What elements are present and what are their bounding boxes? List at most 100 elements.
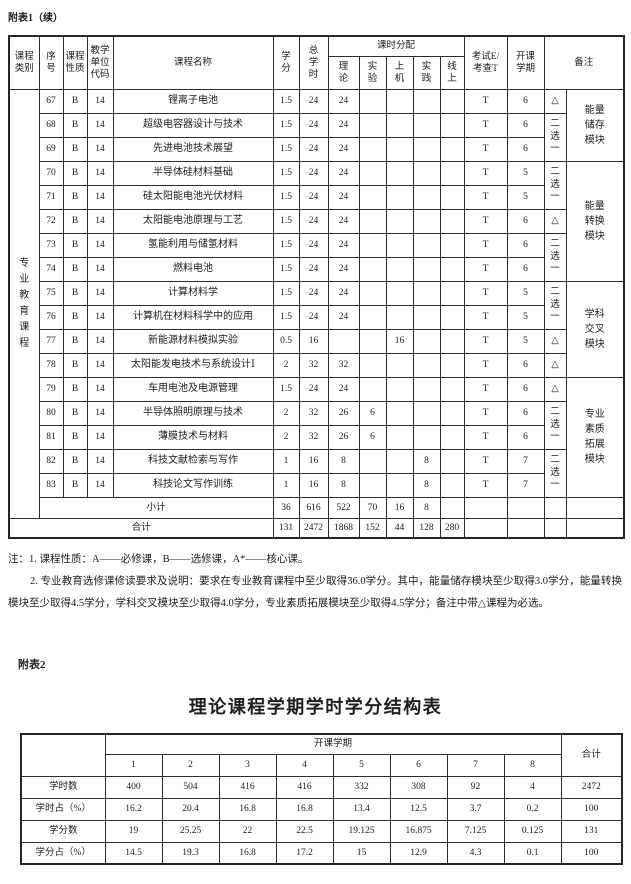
unit-code-cell: 14 <box>86 352 114 378</box>
exam-type-cell: T <box>463 424 508 450</box>
value-cell: 12.5 <box>389 797 448 821</box>
exp-hours-cell <box>358 208 387 234</box>
practice-hours-cell <box>412 160 441 186</box>
table2-header: 开课学期 合计 1 2 3 4 5 6 7 8 <box>20 733 623 777</box>
remark-mark-cell: 二 选 一 <box>543 160 567 210</box>
value-cell: 16.2 <box>104 797 163 821</box>
online-hours-cell <box>439 256 465 282</box>
credits-cell: 1.5 <box>272 304 300 330</box>
exam-type-cell: T <box>463 232 508 258</box>
table-row: 学时占（%） 16.2 20.4 16.8 16.8 13.4 12.5 3.7… <box>20 797 623 821</box>
semester-number: 1 <box>104 753 163 777</box>
theory-hours-cell: 24 <box>327 304 360 330</box>
practice-hours-cell <box>412 184 441 210</box>
seq-cell: 79 <box>38 376 64 402</box>
practice-hours-cell: 8 <box>412 496 441 519</box>
online-hours-cell: 280 <box>439 517 465 539</box>
value-cell: 308 <box>389 775 448 799</box>
total-hours-cell: 24 <box>298 256 329 282</box>
nature-cell: B <box>62 376 88 402</box>
semester-cell: 5 <box>506 328 545 354</box>
course-row: 71 B 14 硅太阳能电池光伏材料 1.5 24 24 T 5 <box>9 184 624 210</box>
course-row: 72 B 14 太阳能电池原理与工艺 1.5 24 24 T 6 △ <box>9 208 624 234</box>
module-cell: 能量 转换 模块 <box>565 160 625 282</box>
remark-mark-cell: 二 选 一 <box>543 448 567 498</box>
value-cell: 22.5 <box>275 819 334 843</box>
exam-type-cell: T <box>463 352 508 378</box>
online-hours-cell <box>439 304 465 330</box>
practice-hours-cell: 8 <box>412 448 441 474</box>
online-hours-cell <box>439 472 465 498</box>
computer-hours-cell <box>385 280 414 306</box>
row-label-cell: 学时占（%） <box>20 797 106 821</box>
practice-hours-cell <box>412 280 441 306</box>
semester-cell: 7 <box>506 448 545 474</box>
exam-type-cell: T <box>463 184 508 210</box>
total-hours-cell: 24 <box>298 160 329 186</box>
module-cell: 专业 素质 拓展 模块 <box>565 376 625 498</box>
practice-hours-cell <box>412 136 441 162</box>
remark-mark-cell: 二 选 一 <box>543 400 567 450</box>
seq-cell: 74 <box>38 256 64 282</box>
computer-hours-cell: 16 <box>385 328 414 354</box>
credits-cell: 131 <box>272 517 300 539</box>
module-cell: 能量 储存 模块 <box>565 88 625 162</box>
unit-code-cell: 14 <box>86 208 114 234</box>
total-hours-cell: 32 <box>298 400 329 426</box>
value-cell: 22 <box>218 819 277 843</box>
semester-cell: 7 <box>506 472 545 498</box>
exam-type-cell: T <box>463 304 508 330</box>
credits-cell: 1.5 <box>272 376 300 402</box>
credits-cell: 0.5 <box>272 328 300 354</box>
course-row: 81 B 14 薄膜技术与材料 2 32 26 6 T 6 <box>9 424 624 450</box>
course-name-cell: 计算材料学 <box>112 280 274 306</box>
online-hours-cell <box>439 352 465 378</box>
exp-hours-cell: 70 <box>358 496 387 519</box>
header-row: 课程 类别 序 号 课程 性质 教学 单位 代码 课程名称 学 分 总 学 时 … <box>8 35 625 90</box>
computer-hours-cell <box>385 448 414 474</box>
credits-cell: 2 <box>272 424 300 450</box>
course-row: 74 B 14 燃料电池 1.5 24 24 T 6 <box>9 256 624 282</box>
course-row: 73 B 14 氢能利用与储氢材料 1.5 24 24 T 6 二 选 一 <box>9 232 624 282</box>
theory-hours-cell: 1868 <box>327 517 360 539</box>
course-row: 77 B 14 新能源材料模拟实验 0.5 16 16 T 5 △ <box>9 328 624 354</box>
semester-number: 4 <box>275 753 334 777</box>
seq-cell: 73 <box>38 232 64 258</box>
remark-mark-cell: △ <box>543 352 567 378</box>
credits-cell: 1 <box>272 472 300 498</box>
computer-hours-cell: 16 <box>385 496 414 519</box>
theory-hours-cell <box>327 328 360 354</box>
nature-cell: B <box>62 400 88 426</box>
exam-type-cell: T <box>463 256 508 282</box>
unit-code-cell: 14 <box>86 400 114 426</box>
exam-type-cell: T <box>463 376 508 402</box>
semester-cell: 6 <box>506 88 545 114</box>
total-hours-cell: 24 <box>298 136 329 162</box>
subtotal-label-cell: 小计 <box>38 496 274 519</box>
unit-code-cell: 14 <box>86 280 114 306</box>
credits-cell: 1.5 <box>272 136 300 162</box>
unit-code-cell: 14 <box>86 112 114 138</box>
remark-mark-cell: △ <box>543 328 567 354</box>
credits-cell: 1.5 <box>272 88 300 114</box>
seq-cell: 69 <box>38 136 64 162</box>
header-semester-group: 开课学期 <box>104 733 562 755</box>
exp-hours-cell <box>358 160 387 186</box>
credits-cell: 1.5 <box>272 160 300 186</box>
computer-hours-cell <box>385 400 414 426</box>
seq-cell: 80 <box>38 400 64 426</box>
value-cell: 19.125 <box>332 819 391 843</box>
computer-hours-cell: 44 <box>385 517 414 539</box>
semester-number: 3 <box>218 753 277 777</box>
semester-cell: 6 <box>506 376 545 402</box>
nature-cell: B <box>62 328 88 354</box>
value-cell: 416 <box>275 775 334 799</box>
online-hours-cell <box>439 112 465 138</box>
nature-cell: B <box>62 112 88 138</box>
value-cell: 16.8 <box>218 841 277 865</box>
header-exam-type: 考试E/ 考查T <box>463 35 508 90</box>
course-name-cell: 科技文献检索与写作 <box>112 448 274 474</box>
course-name-cell: 科技论文写作训练 <box>112 472 274 498</box>
computer-hours-cell <box>385 424 414 450</box>
practice-hours-cell <box>412 400 441 426</box>
